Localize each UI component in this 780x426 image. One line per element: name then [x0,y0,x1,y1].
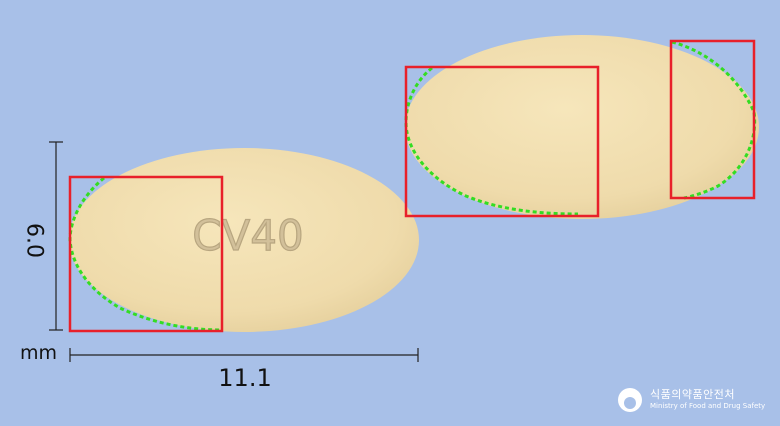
pill-front [69,148,419,332]
pill-imprint: CV40 [192,211,304,260]
mfds-logo: 식품의약품안전처 Ministry of Food and Drug Safet… [616,386,766,416]
detection-box-front [68,175,224,333]
detection-box-back-left [404,65,600,218]
contour-back-left [404,66,579,216]
mfds-emblem-icon [618,388,642,412]
width-dimension-line [69,348,419,362]
logo-korean-text: 식품의약품안전처 [650,388,735,401]
height-label: 6.0 [21,223,47,258]
contour-front [68,176,223,332]
unit-label: mm [20,342,58,364]
logo-english-text: Ministry of Food and Drug Safety [650,402,766,410]
contour-back-right [671,40,757,200]
detection-box-back-right [669,39,756,200]
height-dimension-line [49,141,63,331]
width-label: 11.1 [218,364,272,392]
